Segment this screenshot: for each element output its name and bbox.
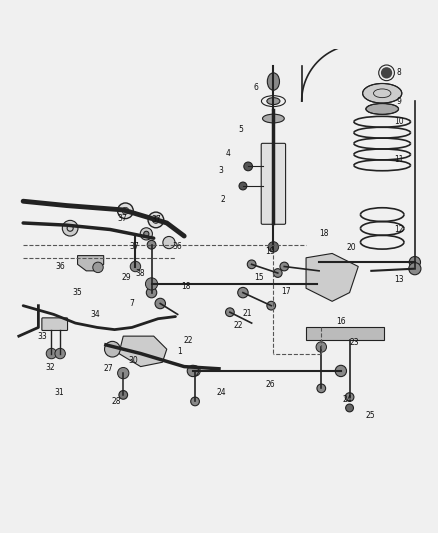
Text: 11: 11: [394, 156, 403, 164]
Circle shape: [155, 298, 166, 309]
Polygon shape: [119, 336, 167, 367]
Circle shape: [311, 278, 323, 290]
Text: 36: 36: [55, 262, 65, 271]
Circle shape: [317, 384, 325, 393]
Circle shape: [244, 162, 253, 171]
Text: 25: 25: [366, 411, 375, 420]
Text: 31: 31: [54, 388, 64, 397]
Circle shape: [140, 228, 152, 240]
Circle shape: [119, 391, 127, 399]
Circle shape: [335, 365, 346, 377]
Text: 16: 16: [336, 317, 346, 326]
Text: 32: 32: [45, 363, 55, 372]
FancyBboxPatch shape: [42, 318, 67, 330]
Text: 13: 13: [394, 275, 403, 284]
Circle shape: [122, 207, 129, 214]
Circle shape: [187, 365, 198, 377]
Text: 6: 6: [254, 83, 258, 92]
Circle shape: [226, 308, 234, 317]
Text: 20: 20: [347, 243, 357, 252]
Ellipse shape: [366, 103, 399, 115]
Circle shape: [130, 261, 141, 272]
Text: 15: 15: [254, 273, 264, 282]
Circle shape: [62, 220, 78, 236]
Ellipse shape: [363, 84, 402, 103]
Text: 36: 36: [172, 243, 182, 252]
Circle shape: [148, 212, 164, 228]
Text: 35: 35: [73, 288, 82, 297]
Text: 4: 4: [225, 149, 230, 158]
Ellipse shape: [262, 114, 284, 123]
Text: 30: 30: [128, 356, 138, 365]
Text: 37: 37: [152, 215, 161, 224]
Circle shape: [267, 301, 276, 310]
Polygon shape: [306, 254, 358, 301]
Text: 2: 2: [220, 195, 225, 204]
Circle shape: [55, 349, 65, 359]
Circle shape: [105, 341, 120, 357]
Text: 3: 3: [219, 166, 224, 175]
Text: 33: 33: [38, 332, 48, 341]
Text: 27: 27: [103, 364, 113, 373]
Circle shape: [145, 278, 158, 290]
Text: 19: 19: [265, 247, 275, 256]
Circle shape: [280, 262, 289, 271]
Circle shape: [273, 269, 282, 277]
Text: 5: 5: [238, 125, 243, 134]
Text: 18: 18: [320, 229, 329, 238]
Circle shape: [346, 404, 353, 412]
Circle shape: [147, 240, 156, 249]
Text: 22: 22: [234, 321, 244, 330]
Circle shape: [163, 237, 175, 249]
Circle shape: [191, 397, 199, 406]
FancyBboxPatch shape: [261, 143, 286, 224]
Polygon shape: [78, 256, 104, 271]
Text: 26: 26: [265, 381, 275, 390]
Text: 24: 24: [216, 388, 226, 397]
Text: 1: 1: [177, 347, 182, 356]
Text: 22: 22: [184, 336, 193, 345]
Text: 34: 34: [90, 310, 100, 319]
Text: 7: 7: [130, 299, 134, 308]
Text: 18: 18: [181, 281, 190, 290]
Circle shape: [268, 241, 279, 252]
Circle shape: [316, 342, 326, 352]
Text: 10: 10: [394, 117, 403, 126]
Circle shape: [144, 231, 149, 237]
Circle shape: [93, 262, 103, 272]
Circle shape: [152, 216, 159, 223]
Circle shape: [238, 287, 248, 298]
Text: 17: 17: [282, 287, 291, 296]
Circle shape: [190, 366, 200, 376]
Circle shape: [239, 182, 247, 190]
Circle shape: [409, 263, 421, 275]
Polygon shape: [306, 327, 385, 341]
Text: 29: 29: [122, 273, 131, 282]
Text: 24: 24: [343, 395, 352, 403]
Text: 37: 37: [130, 243, 139, 252]
Circle shape: [314, 256, 325, 268]
Circle shape: [345, 393, 354, 401]
Circle shape: [146, 287, 157, 298]
Circle shape: [381, 67, 392, 78]
Text: 38: 38: [135, 269, 145, 278]
Text: 9: 9: [396, 98, 401, 107]
Circle shape: [409, 256, 420, 268]
Circle shape: [117, 203, 133, 219]
Circle shape: [117, 367, 129, 379]
Circle shape: [46, 349, 57, 359]
Ellipse shape: [267, 98, 280, 104]
Ellipse shape: [267, 73, 279, 90]
Text: 12: 12: [394, 225, 403, 234]
Text: 21: 21: [243, 309, 252, 318]
Text: 8: 8: [397, 68, 402, 77]
Circle shape: [247, 260, 256, 269]
Text: 37: 37: [117, 214, 127, 223]
Text: 28: 28: [111, 397, 120, 406]
Text: 23: 23: [349, 338, 359, 347]
